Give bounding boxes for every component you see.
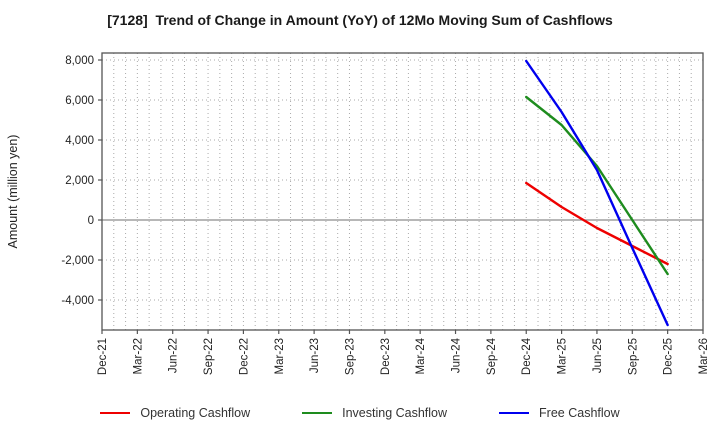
legend-item-investing-cashflow: Investing Cashflow (302, 406, 447, 420)
legend-label-free-cashflow: Free Cashflow (539, 406, 620, 420)
x-tick-label: Mar-22 (132, 338, 144, 374)
legend-item-operating-cashflow: Operating Cashflow (100, 406, 250, 420)
x-tick-label: Dec-22 (238, 338, 250, 375)
y-tick-label: 2,000 (65, 175, 94, 187)
x-tick-label: Dec-24 (521, 337, 533, 375)
chart-title: [7128] Trend of Change in Amount (YoY) o… (107, 12, 613, 28)
investing-cashflow-line-swatch-icon (302, 412, 333, 414)
legend-label-operating-cashflow: Operating Cashflow (140, 406, 251, 420)
chart-legend: Operating Cashflow Investing Cashflow Fr… (0, 406, 720, 420)
y-tick-label: 4,000 (65, 135, 94, 147)
free-cashflow-line (525, 59, 669, 327)
operating-cashflow-line-swatch-icon (100, 412, 131, 414)
x-tick-label: Sep-22 (203, 338, 215, 375)
y-tick-label: 6,000 (65, 95, 94, 107)
y-tick-label: -4,000 (61, 295, 94, 307)
legend-item-free-cashflow: Free Cashflow (499, 406, 620, 420)
investing-cashflow-line (525, 95, 669, 276)
free-cashflow-line-swatch-icon (499, 412, 530, 414)
x-tick-label: Jun-23 (309, 338, 321, 373)
x-tick-label: Mar-24 (415, 337, 427, 374)
operating-cashflow-line (525, 181, 669, 266)
x-tick-label: Jun-24 (451, 337, 463, 373)
x-tick-label: Jun-25 (592, 338, 604, 373)
legend-label-investing-cashflow: Investing Cashflow (342, 406, 448, 420)
x-tick-label: Mar-25 (557, 338, 569, 374)
x-tick-label: Mar-26 (698, 338, 710, 374)
x-tick-label: Dec-23 (380, 338, 392, 375)
x-tick-label: Jun-22 (168, 338, 180, 373)
y-tick-label: 8,000 (65, 55, 94, 67)
plot-border (101, 52, 704, 331)
x-tick-label: Sep-25 (627, 338, 639, 375)
x-tick-label: Mar-23 (274, 338, 286, 374)
x-tick-label: Sep-24 (486, 337, 498, 375)
y-axis-label: Amount (million yen) (6, 135, 20, 249)
y-tick-label: -2,000 (61, 255, 94, 267)
y-tick-label: 0 (88, 215, 94, 227)
x-tick-label: Sep-23 (344, 338, 356, 375)
x-tick-label: Dec-25 (663, 338, 675, 375)
x-tick-label: Dec-21 (97, 338, 109, 375)
